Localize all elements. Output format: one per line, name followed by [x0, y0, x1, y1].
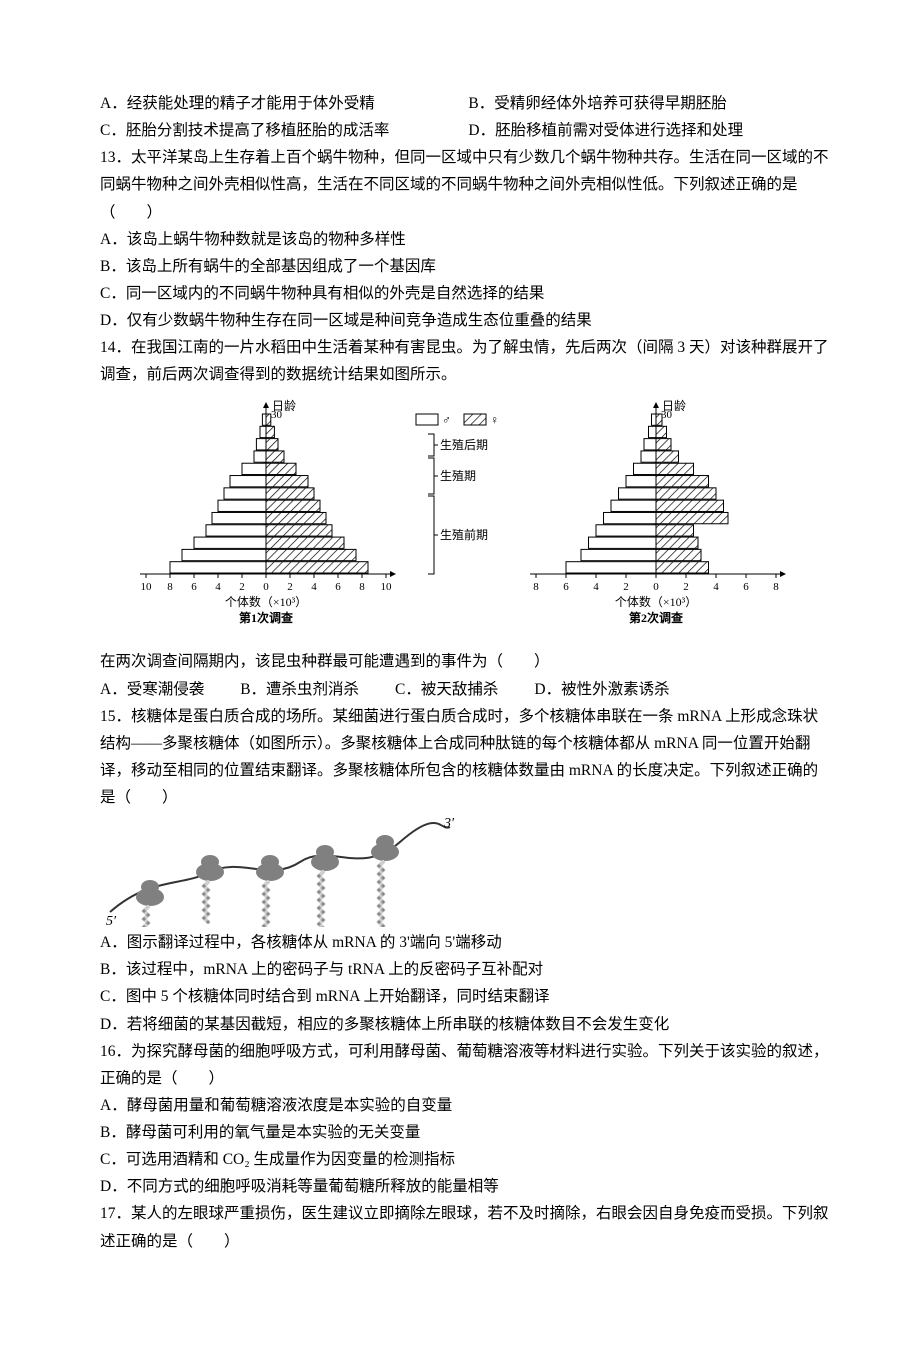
svg-text:第1次调查: 第1次调查 — [239, 610, 294, 625]
q16-a: A．酵母菌用量和葡萄糖溶液浓度是本实验的自变量 — [100, 1092, 830, 1119]
q13-c: C．同一区域内的不同蜗牛物种具有相似的外壳是自然选择的结果 — [100, 280, 830, 307]
svg-text:生殖前期: 生殖前期 — [440, 527, 488, 542]
q13-d: D．仅有少数蜗牛物种生存在同一区域是种间竞争造成生态位重叠的结果 — [100, 307, 830, 334]
svg-text:6: 6 — [335, 581, 341, 593]
q15-d: D．若将细菌的某基因截短，相应的多聚核糖体上所串联的核糖体数目不会发生变化 — [100, 1011, 830, 1038]
svg-text:2: 2 — [683, 581, 689, 593]
svg-text:30: 30 — [271, 409, 283, 421]
opt-d: D．胚胎移植前需对受体进行选择和处理 — [468, 117, 818, 144]
svg-text:6: 6 — [743, 581, 749, 593]
q14-d: D．被性外激素诱杀 — [534, 676, 669, 703]
q14-c: C．被天敌捕杀 — [395, 676, 498, 703]
svg-text:4: 4 — [215, 581, 221, 593]
svg-text:♂: ♂ — [442, 413, 451, 427]
svg-text:2: 2 — [623, 581, 629, 593]
svg-text:8: 8 — [773, 581, 779, 593]
svg-text:第2次调查: 第2次调查 — [629, 610, 684, 625]
q16-c: C．可选用酒精和 CO₂ 生成量作为因变量的检测指标 — [100, 1146, 830, 1173]
svg-text:0: 0 — [263, 581, 269, 593]
q15-c: C．图中 5 个核糖体同时结合到 mRNA 上开始翻译，同时结束翻译 — [100, 983, 830, 1010]
svg-text:8: 8 — [359, 581, 365, 593]
svg-text:个体数（×10³）: 个体数（×10³） — [225, 594, 307, 609]
svg-text:10: 10 — [381, 581, 393, 593]
q16-stem: 16．为探究酵母菌的细胞呼吸方式，可利用酵母菌、葡萄糖溶液等材料进行实验。下列关… — [100, 1038, 830, 1092]
svg-text:10: 10 — [141, 581, 153, 593]
q15-a: A．图示翻译过程中，各核糖体从 mRNA 的 3'端向 5'端移动 — [100, 929, 830, 956]
svg-text:5′: 5′ — [106, 914, 117, 927]
svg-text:♀: ♀ — [490, 413, 499, 427]
q14-stem: 14．在我国江南的一片水稻田中生活着某种有害昆虫。为了解虫情，先后两次（间隔 3… — [100, 334, 830, 388]
svg-text:6: 6 — [563, 581, 569, 593]
q16-b: B．酵母菌可利用的氧气量是本实验的无关变量 — [100, 1119, 830, 1146]
q16-d: D．不同方式的细胞呼吸消耗等量葡萄糖所释放的能量相等 — [100, 1173, 830, 1200]
q15-stem: 15．核糖体是蛋白质合成的场所。某细菌进行蛋白质合成时，多个核糖体串联在一条 m… — [100, 703, 830, 812]
svg-text:8: 8 — [533, 581, 539, 593]
svg-text:4: 4 — [311, 581, 317, 593]
svg-text:生殖期: 生殖期 — [440, 468, 476, 483]
svg-text:3′: 3′ — [443, 817, 455, 831]
q13-b: B．该岛上所有蜗牛的全部基因组成了一个基因库 — [100, 253, 830, 280]
svg-text:个体数（×10³）: 个体数（×10³） — [615, 594, 697, 609]
q17-stem: 17．某人的左眼球严重损伤，医生建议立即摘除左眼球，若不及时摘除，右眼会因自身免… — [100, 1200, 830, 1254]
q13-a: A．该岛上蜗牛物种数就是该岛的物种多样性 — [100, 226, 830, 253]
q14-post: 在两次调查间隔期内，该昆虫种群最可能遭遇到的事件为（ ） — [100, 648, 830, 675]
svg-text:生殖后期: 生殖后期 — [440, 437, 488, 452]
svg-text:4: 4 — [713, 581, 719, 593]
q15-figure: 5′ 3′ — [100, 817, 830, 927]
svg-text:0: 0 — [653, 581, 659, 593]
q14-chart: 日龄1020301086420246810个体数（×10³）第1次调查日龄102… — [136, 394, 830, 644]
svg-text:2: 2 — [239, 581, 245, 593]
opt-a: A．经获能处理的精子才能用于体外受精 — [100, 90, 450, 117]
q13-stem: 13．太平洋某岛上生存着上百个蜗牛物种，但同一区域中只有少数几个蜗牛物种共存。生… — [100, 144, 830, 225]
svg-text:8: 8 — [167, 581, 173, 593]
svg-text:6: 6 — [191, 581, 197, 593]
svg-text:2: 2 — [287, 581, 293, 593]
q14-a: A．受寒潮侵袭 — [100, 676, 204, 703]
opt-c: C．胚胎分割技术提高了移植胚胎的成活率 — [100, 117, 450, 144]
q14-b: B．遭杀虫剂消杀 — [240, 676, 359, 703]
q15-b: B．该过程中，mRNA 上的密码子与 tRNA 上的反密码子互补配对 — [100, 956, 830, 983]
svg-text:4: 4 — [593, 581, 599, 593]
svg-text:30: 30 — [661, 409, 673, 421]
opt-b: B．受精卵经体外培养可获得早期胚胎 — [468, 90, 818, 117]
